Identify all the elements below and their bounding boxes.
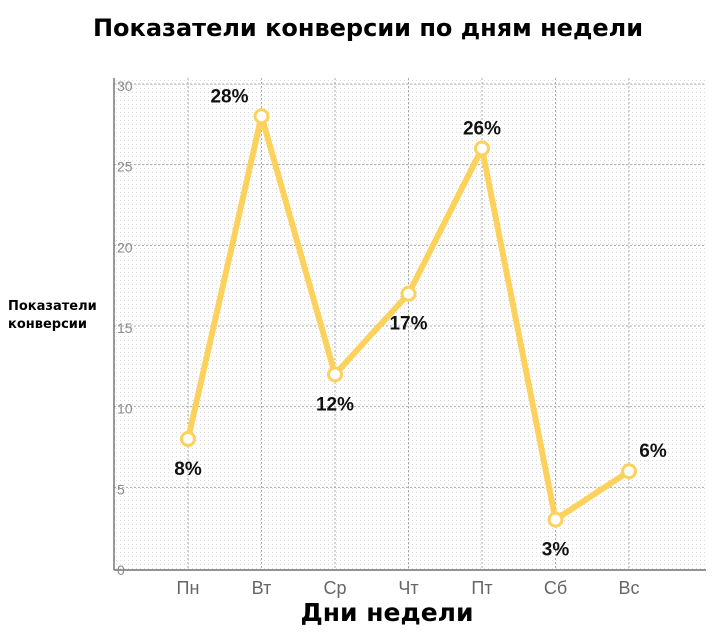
y-tick-label: 5 [117, 481, 125, 497]
data-point [621, 463, 637, 480]
y-tick-label: 20 [117, 239, 133, 255]
x-tick-label: Ср [323, 578, 346, 598]
data-point [180, 430, 196, 447]
chart-title: Показатели конверсии по дням недели [92, 14, 644, 42]
x-tick-label: Пт [471, 578, 492, 598]
y-tick-label: 25 [117, 159, 133, 175]
x-tick-label: Вт [252, 578, 272, 598]
y-tick-label: 15 [117, 320, 133, 336]
x-tick-labels: Пн Вт Ср Чт Пт Сб Вс [177, 578, 640, 598]
data-point [474, 140, 490, 157]
x-tick-label: Чт [398, 578, 418, 598]
x-tick-label: Сб [544, 578, 567, 598]
y-tick-label: 0 [117, 562, 125, 578]
y-tick-labels: 0 5 10 15 20 25 30 [117, 78, 133, 578]
data-point [327, 366, 343, 383]
x-tick-label: Вс [618, 578, 639, 598]
x-tick-label: Пн [177, 578, 200, 598]
data-label: 6% [639, 441, 667, 462]
data-label: 12% [316, 394, 354, 415]
data-point [253, 108, 270, 125]
data-point [400, 285, 417, 302]
y-axis-label: Показатели конверсии [8, 299, 97, 332]
data-points [180, 108, 637, 528]
data-label: 26% [463, 119, 501, 140]
axes [113, 78, 706, 571]
data-label: 28% [210, 86, 248, 107]
data-label: 8% [174, 459, 202, 480]
data-point [547, 511, 564, 528]
data-label: 3% [542, 540, 570, 561]
y-tick-label: 30 [117, 78, 133, 94]
data-label: 17% [389, 314, 427, 335]
data-labels: 8% 28% 12% 17% 26% 3% 6% [174, 86, 667, 560]
x-axis-label: Дни недели [300, 598, 474, 627]
y-tick-label: 10 [117, 401, 133, 417]
